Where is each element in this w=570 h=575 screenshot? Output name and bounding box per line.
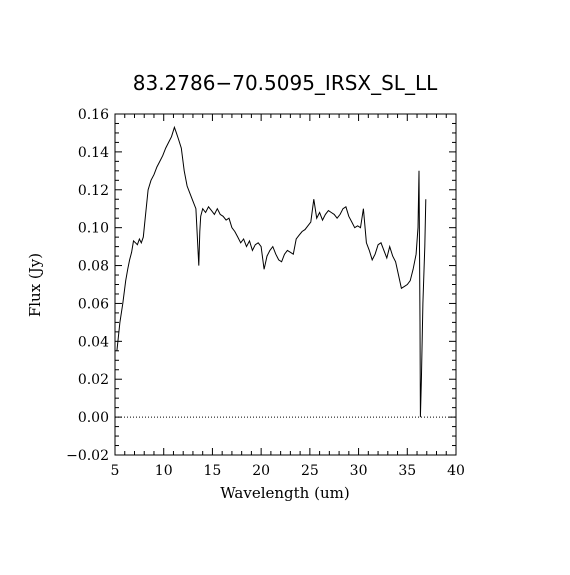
plot-frame: [114, 113, 457, 456]
y-tick-label: 0.06: [78, 296, 109, 312]
y-tick-label: 0.16: [78, 107, 109, 123]
x-tick-label: 5: [111, 463, 120, 479]
y-tick-label: 0.08: [78, 259, 109, 275]
x-tick-label: 25: [301, 463, 319, 479]
y-tick-label: 0.10: [78, 221, 109, 237]
y-tick-label: 0.12: [78, 183, 109, 199]
y-tick-label: 0.04: [78, 334, 109, 350]
x-tick-label: 40: [447, 463, 465, 479]
y-axis-label: Flux (Jy): [26, 253, 44, 317]
spectrum-series-line: [116, 125, 427, 418]
tick-labels: 5 10 15 20 25 30 35 40 −0.02 0.00 0.02 0.04 0.06 0.08…: [66, 107, 465, 479]
axis-ticks: [114, 113, 457, 456]
x-axis-label: Wavelength (um): [220, 484, 349, 502]
y-tick-label: −0.02: [66, 448, 109, 464]
x-tick-label: 30: [350, 463, 368, 479]
x-tick-label: 35: [398, 463, 416, 479]
y-tick-label: 0.02: [78, 372, 109, 388]
x-tick-label: 10: [155, 463, 173, 479]
y-tick-label: 0.00: [78, 410, 109, 426]
y-tick-label: 0.14: [78, 145, 109, 161]
chart-title: 83.2786−70.5095_IRSX_SL_LL: [133, 71, 438, 95]
x-tick-label: 15: [204, 463, 222, 479]
x-tick-label: 20: [252, 463, 270, 479]
